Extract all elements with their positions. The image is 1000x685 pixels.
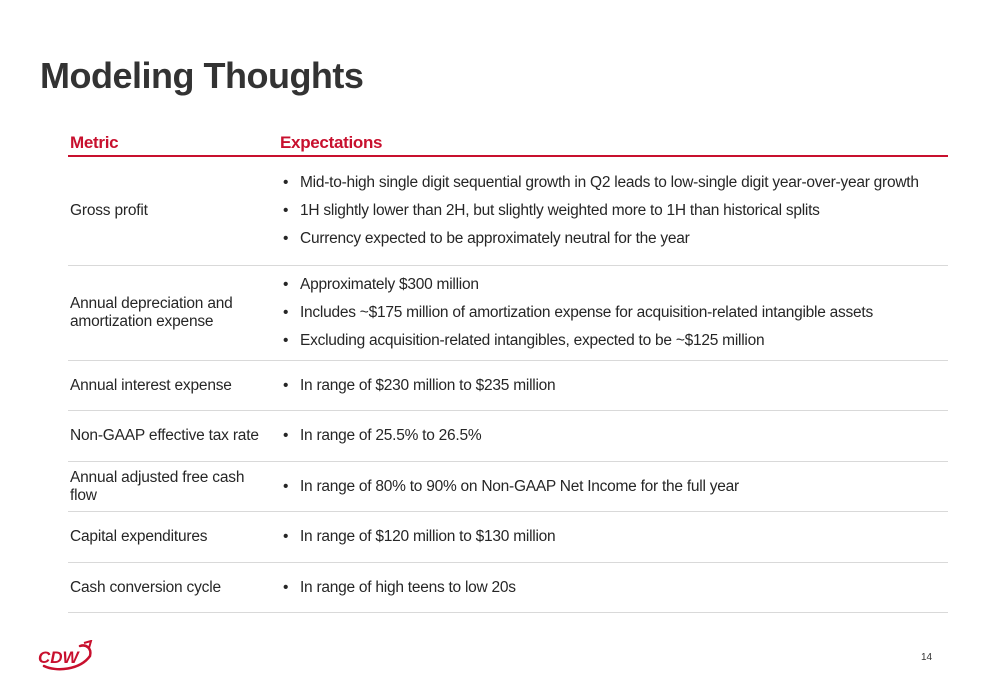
metric-cell: Capital expenditures bbox=[70, 528, 208, 545]
header-metric: Metric bbox=[70, 133, 119, 152]
expectation-item: In range of $230 million to $235 million bbox=[280, 372, 948, 400]
metric-cell: Annual adjusted free cash flow bbox=[70, 468, 245, 504]
metric-cell: Cash conversion cycle bbox=[70, 578, 221, 596]
header-expectations: Expectations bbox=[280, 133, 383, 152]
table-row: Cash conversion cycle In range of high t… bbox=[68, 563, 948, 613]
expectations-list: In range of $120 million to $130 million bbox=[280, 523, 948, 551]
table-row: Non-GAAP effective tax rate In range of … bbox=[68, 411, 948, 462]
cdw-logo: CDW bbox=[38, 640, 93, 671]
table-header: Metric Expectations bbox=[68, 130, 948, 157]
table-row: Annual depreciation and amortization exp… bbox=[68, 266, 948, 361]
metric-cell: Gross profit bbox=[70, 202, 148, 219]
expectation-item: In range of $120 million to $130 million bbox=[280, 523, 948, 551]
page-title: Modeling Thoughts bbox=[40, 55, 364, 96]
expectation-item: In range of 25.5% to 26.5% bbox=[280, 422, 948, 450]
metric-cell: Annual depreciation and amortization exp… bbox=[70, 295, 233, 330]
page-number: 14 bbox=[921, 652, 933, 663]
expectation-item: 1H slightly lower than 2H, but slightly … bbox=[280, 197, 948, 225]
expectations-list: In range of $230 million to $235 million bbox=[280, 372, 948, 400]
logo-text: CDW bbox=[38, 648, 81, 667]
expectations-list: Mid-to-high single digit sequential grow… bbox=[280, 169, 948, 253]
metric-cell: Non-GAAP effective tax rate bbox=[70, 427, 259, 444]
expectation-item: In range of high teens to low 20s bbox=[280, 574, 948, 602]
expectations-list: In range of high teens to low 20s bbox=[280, 574, 948, 602]
expectations-list: In range of 25.5% to 26.5% bbox=[280, 422, 948, 450]
metric-cell: Annual interest expense bbox=[70, 376, 232, 394]
table-row: Gross profit Mid-to-high single digit se… bbox=[68, 157, 948, 266]
expectations-list: In range of 80% to 90% on Non-GAAP Net I… bbox=[280, 473, 948, 501]
expectations-list: Approximately $300 million Includes ~$17… bbox=[280, 271, 948, 355]
expectation-item: Includes ~$175 million of amortization e… bbox=[280, 299, 948, 327]
modeling-table: Metric Expectations Gross profit Mid-to-… bbox=[68, 130, 948, 613]
table-row: Capital expenditures In range of $120 mi… bbox=[68, 512, 948, 563]
expectation-item: In range of 80% to 90% on Non-GAAP Net I… bbox=[280, 473, 948, 501]
table-row: Annual adjusted free cash flow In range … bbox=[68, 462, 948, 512]
expectation-item: Mid-to-high single digit sequential grow… bbox=[280, 169, 948, 197]
expectation-item: Excluding acquisition-related intangible… bbox=[280, 327, 948, 355]
expectation-item: Approximately $300 million bbox=[280, 271, 948, 299]
table-row: Annual interest expense In range of $230… bbox=[68, 361, 948, 411]
expectation-item: Currency expected to be approximately ne… bbox=[280, 225, 948, 253]
